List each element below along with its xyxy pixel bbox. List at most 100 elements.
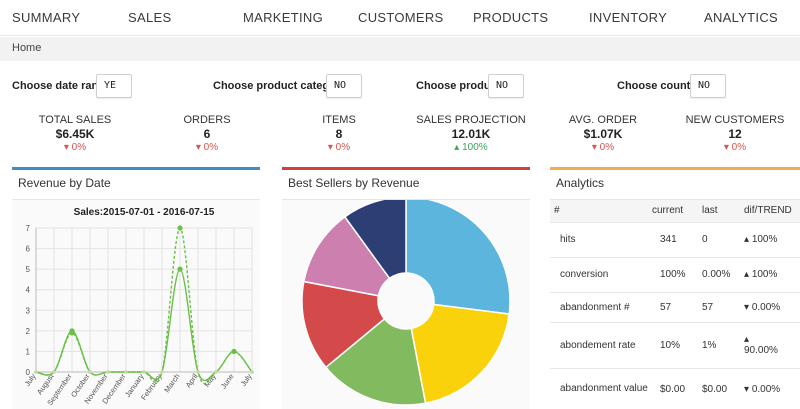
table-row: conversion 100% 0.00% ▴ 100% (550, 256, 800, 292)
product-category-label: Choose product category: (213, 80, 350, 92)
trend-cell: ▴ 100% (740, 221, 800, 257)
trend-cell: ▾ 0.00% (740, 367, 800, 409)
x-tick-label: June (219, 372, 236, 390)
kpi-new-customers: NEW CUSTOMERS 12 ▾ 0% (670, 114, 800, 153)
data-point (69, 330, 75, 336)
nav-sales[interactable]: SALES (128, 10, 172, 25)
data-point (88, 370, 92, 374)
analytics-table: # current last dif/TREND hits 341 0 ▴ 10… (550, 200, 800, 409)
pie-slice (343, 200, 407, 280)
best-sellers-panel: Best Sellers by Revenue (282, 167, 530, 409)
caret-down-icon: ▾ (63, 142, 72, 153)
caret-up-icon: ▴ (744, 334, 750, 345)
data-point (196, 370, 200, 374)
caret-down-icon: ▾ (327, 142, 336, 153)
kpi-trend: ▾ 0% (10, 142, 140, 153)
y-tick-label: 6 (26, 245, 31, 254)
kpi-value: 12.01K (451, 127, 491, 141)
kpi-trend-value: 0% (335, 142, 351, 153)
kpi-value: 6 (203, 127, 211, 141)
y-tick-label: 4 (26, 286, 31, 295)
data-point (250, 370, 254, 374)
y-tick-label: 5 (26, 265, 31, 274)
table-row: abondement rate 10% 1% ▴ 90.00% (550, 321, 800, 368)
kpi-trend: ▾ 0% (274, 142, 404, 153)
trend-value: 100% (751, 269, 778, 280)
kpi-trend-value: 0% (71, 142, 87, 153)
current-value: 341 (648, 221, 698, 257)
trend-cell: ▴ 100% (740, 256, 800, 292)
trend-cell: ▾ 0.00% (740, 291, 800, 322)
last-value: 0 (698, 221, 740, 257)
kpi-trend: ▾ 0% (142, 142, 272, 153)
metric-name: hits (550, 221, 648, 257)
country-label: Choose country: (617, 80, 705, 92)
nav-marketing[interactable]: MARKETING (243, 10, 323, 25)
trend-value: 90.00% (744, 345, 778, 356)
data-point (177, 266, 183, 272)
date-range-select[interactable]: YE (96, 74, 132, 98)
metric-name: conversion (550, 256, 648, 292)
best-sellers-donut-chart[interactable] (282, 200, 530, 409)
kpi-value: 12 (728, 127, 742, 141)
table-row: abandonment value $0.00 $0.00 ▾ 0.00% (550, 367, 800, 409)
y-tick-label: 1 (26, 347, 31, 356)
caret-up-icon: ▴ (744, 269, 752, 280)
revenue-line-chart[interactable]: Sales:2015-07-01 - 2016-07-15 0 1 2 3 4 5 6 7 Jul… (12, 200, 260, 409)
panel-title: Analytics (556, 176, 605, 190)
data-point (52, 370, 56, 374)
kpi-label: NEW CUSTOMERS (685, 114, 785, 126)
nav-analytics[interactable]: ANALYTICS (704, 10, 778, 25)
table-row: hits 341 0 ▴ 100% (550, 221, 800, 257)
table-header-row: # current last dif/TREND (550, 200, 800, 222)
kpi-items: ITEMS 8 ▾ 0% (274, 114, 404, 153)
y-tick-label: 7 (26, 224, 31, 233)
metric-name: abondement rate (550, 321, 648, 368)
kpi-total-sales: TOTAL SALES $6.45K ▾ 0% (10, 114, 140, 153)
metric-name: abandonment # (550, 291, 648, 322)
data-point (142, 370, 146, 374)
kpi-value: $1.07K (583, 127, 623, 141)
x-tick-label: April (184, 372, 200, 390)
product-category-select[interactable]: NO (326, 74, 362, 98)
metric-name: abandonment value (550, 367, 648, 409)
current-value: $0.00 (648, 367, 698, 409)
data-point (160, 370, 164, 374)
series-line (35, 227, 253, 385)
column-header: last (698, 200, 740, 222)
nav-summary[interactable]: SUMMARY (12, 10, 81, 25)
last-value: 57 (698, 291, 740, 322)
kpi-trend: ▾ 0% (538, 142, 668, 153)
nav-customers[interactable]: CUSTOMERS (358, 10, 444, 25)
trend-value: 0.00% (751, 383, 781, 395)
kpi-trend: ▴ 100% (406, 142, 536, 153)
breadcrumb-home[interactable]: Home (12, 42, 42, 54)
caret-down-icon: ▾ (195, 142, 204, 153)
data-point (231, 348, 237, 355)
product-select[interactable]: NO (488, 74, 524, 98)
data-point (34, 370, 38, 374)
kpi-value: 8 (335, 127, 343, 141)
kpi-trend: ▾ 0% (670, 142, 800, 153)
pie-slice (324, 317, 427, 406)
country-select[interactable]: NO (690, 74, 726, 98)
caret-down-icon: ▾ (723, 142, 732, 153)
kpi-label: AVG. ORDER (568, 114, 638, 126)
caret-up-icon: ▴ (744, 234, 752, 245)
y-tick-label: 0 (26, 368, 31, 377)
nav-products[interactable]: PRODUCTS (473, 10, 549, 25)
pie-slice (405, 200, 511, 315)
panel-title: Revenue by Date (18, 176, 111, 190)
analytics-panel: Analytics # current last dif/TREND hits … (550, 167, 800, 409)
column-header: dif/TREND (740, 200, 800, 222)
nav-inventory[interactable]: INVENTORY (589, 10, 668, 25)
caret-down-icon: ▾ (744, 383, 752, 395)
kpi-trend-value: 0% (731, 142, 747, 153)
kpi-trend-value: 100% (462, 142, 488, 153)
revenue-panel: Revenue by Date Sales:2015-07-01 - 2016-… (12, 167, 260, 409)
last-value: $0.00 (698, 367, 740, 409)
chart-title: Sales:2015-07-01 - 2016-07-15 (74, 207, 215, 218)
data-point (177, 225, 183, 231)
divider (12, 199, 260, 200)
column-header: current (648, 200, 698, 222)
